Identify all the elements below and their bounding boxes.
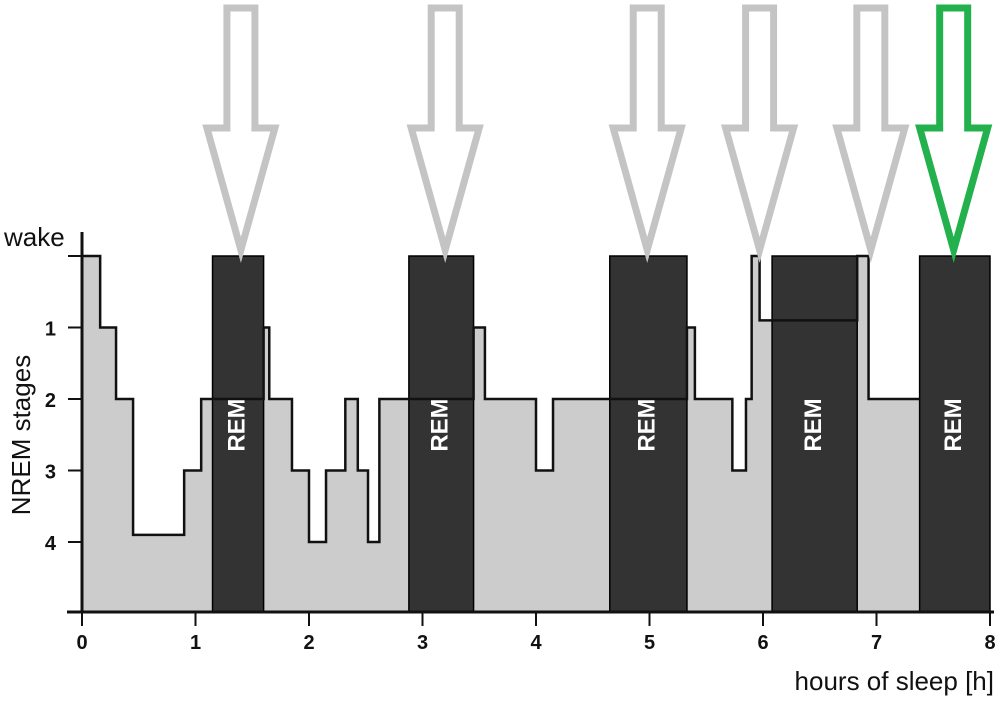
down-arrow-icon [608,4,686,264]
rem-block [918,255,991,613]
x-tick-label: 2 [303,632,314,654]
x-tick-label: 3 [417,632,428,654]
down-arrow-icon [720,4,799,264]
y-tick-label: 4 [45,533,57,555]
nrem-area-layer [82,256,920,612]
x-tick-label: 8 [984,632,995,654]
x-tick-label: 0 [76,632,87,654]
hypnogram-line-layer [82,254,920,544]
rem-label: REM [634,398,661,451]
x-tick-label: 4 [530,632,542,654]
x-tick-label: 6 [757,632,768,654]
rem-label: REM [223,398,250,451]
arrows-layer [202,4,993,264]
y-tick-label: 1 [45,319,56,341]
y-tick-label: 2 [45,390,56,412]
x-tick-label: 1 [190,632,201,654]
axes: 0 1 2 3 4 5 6 7 8 wake 1 2 3 4 [3,222,996,654]
y-axis-label: NREM stages [6,355,36,515]
rem-label: REM [800,398,827,451]
down-arrow-icon [406,4,484,264]
x-axis-label: hours of sleep [h] [795,666,994,696]
rem-block [609,255,688,613]
y-tick-label: 3 [45,462,56,484]
down-arrow-icon [915,4,993,264]
rem-label: REM [940,398,967,451]
rem-label: REM [427,398,454,451]
hypnogram-line [82,254,920,544]
x-tick-label: 5 [644,632,655,654]
rem-block [771,255,858,613]
y-tick-label-wake: wake [3,222,65,252]
x-tick-label: 7 [871,632,882,654]
down-arrow-icon [202,4,280,264]
down-arrow-icon [832,4,910,264]
nrem-area [82,256,920,612]
